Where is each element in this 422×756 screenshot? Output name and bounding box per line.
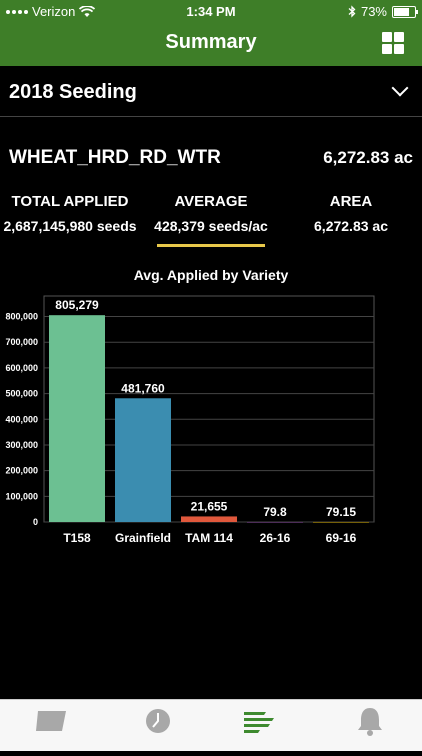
variety-bar-chart: 0 100,000 200,000 300,000 400,000 500,000 600,…	[5, 295, 375, 545]
bar-26-16	[247, 521, 303, 523]
carrier-label: Verizon	[32, 4, 76, 19]
stat-total-value: 2,687,145,980 seeds	[3, 218, 137, 234]
y-tick-label: 600,000	[5, 363, 38, 373]
bar-tam-114	[181, 516, 237, 522]
y-tick-label: 700,000	[5, 337, 38, 347]
season-title: 2018 Seeding	[9, 81, 137, 103]
y-tick-label: 100,000	[5, 491, 38, 501]
stat-total-label: TOTAL APPLIED	[11, 193, 129, 210]
stat-area[interactable]: AREA 6,272.83 ac	[300, 193, 402, 234]
clock-time: 1:34 PM	[186, 4, 236, 19]
crop-area: 6,272.83 ac	[323, 148, 413, 167]
chart-title: Avg. Applied by Variety	[133, 267, 289, 283]
crop-name: WHEAT_HRD_RD_WTR	[9, 147, 221, 168]
stat-average[interactable]: AVERAGE 428,379 seeds/ac	[148, 193, 274, 234]
bar-data-label: 805,279	[55, 298, 99, 312]
tab-alerts[interactable]	[340, 700, 400, 751]
stat-total-applied[interactable]: TOTAL APPLIED 2,687,145,980 seeds	[0, 193, 140, 234]
x-category-label: TAM 114	[185, 531, 233, 545]
clock-icon	[146, 709, 170, 733]
x-category-label: T158	[63, 531, 91, 545]
map-icon	[36, 711, 66, 731]
bar-grainfield	[115, 398, 171, 522]
battery-percent: 73%	[360, 4, 387, 19]
tab-summary[interactable]	[230, 700, 290, 751]
bar-69-16	[313, 521, 369, 523]
wifi-icon	[79, 5, 96, 17]
bar-data-label: 481,760	[121, 381, 165, 395]
grid-icon[interactable]	[382, 32, 404, 54]
chevron-down-icon[interactable]	[391, 79, 409, 97]
signal-icon	[6, 9, 28, 14]
y-tick-label: 0	[33, 517, 38, 527]
stat-average-label: AVERAGE	[174, 193, 248, 210]
stat-average-value: 428,379 seeds/ac	[154, 218, 268, 234]
x-category-label: Grainfield	[115, 531, 171, 545]
nav-bar: Summary	[0, 22, 422, 66]
page-title: Summary	[165, 31, 257, 53]
status-bar: Verizon 1:34 PM 73%	[0, 0, 422, 22]
bluetooth-icon	[348, 5, 356, 18]
bar-data-label: 79.15	[326, 505, 356, 519]
tab-history[interactable]	[128, 700, 188, 751]
x-category-label: 69-16	[326, 531, 357, 545]
bars-icon	[244, 712, 274, 733]
stat-area-value: 6,272.83 ac	[314, 218, 388, 234]
selected-stat-indicator	[157, 244, 265, 247]
stat-area-label: AREA	[329, 193, 373, 210]
y-tick-label: 500,000	[5, 389, 38, 399]
y-tick-label: 800,000	[5, 312, 38, 322]
season-selector[interactable]: 2018 Seeding	[0, 68, 422, 117]
battery-icon	[392, 5, 418, 18]
tab-map[interactable]	[22, 700, 82, 751]
bar-data-label: 21,655	[191, 499, 228, 513]
y-tick-label: 300,000	[5, 440, 38, 450]
tab-bar	[0, 699, 422, 751]
bar-data-label: 79.8	[263, 505, 287, 519]
y-tick-label: 400,000	[5, 414, 38, 424]
bar-t158	[49, 315, 105, 522]
x-category-label: 26-16	[260, 531, 291, 545]
y-tick-label: 200,000	[5, 466, 38, 476]
bell-icon	[358, 708, 382, 736]
